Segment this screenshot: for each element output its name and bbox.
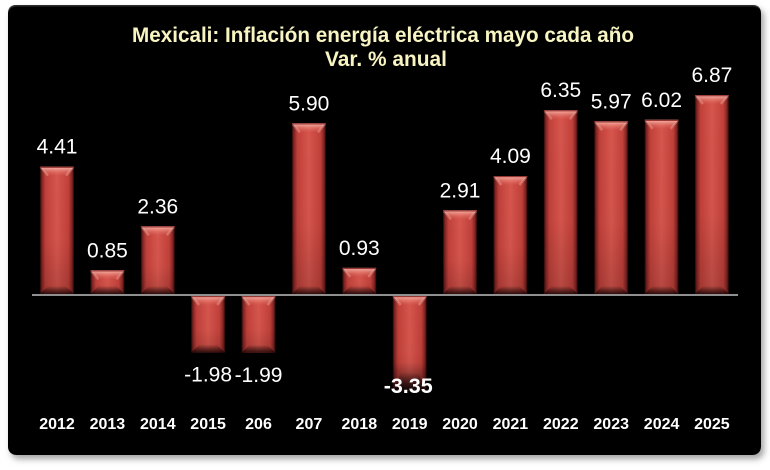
svg-text:2014: 2014 bbox=[140, 416, 176, 433]
svg-text:-3.35: -3.35 bbox=[384, 374, 433, 398]
svg-text:-1.98: -1.98 bbox=[184, 364, 232, 387]
svg-text:2024: 2024 bbox=[644, 416, 680, 433]
svg-text:2018: 2018 bbox=[342, 416, 378, 433]
svg-text:2.91: 2.91 bbox=[440, 179, 481, 202]
svg-text:5.90: 5.90 bbox=[288, 92, 329, 115]
svg-text:2020: 2020 bbox=[442, 416, 478, 433]
svg-text:2012: 2012 bbox=[39, 416, 75, 433]
svg-text:2013: 2013 bbox=[90, 416, 126, 433]
svg-text:2025: 2025 bbox=[694, 416, 730, 433]
svg-text:2019: 2019 bbox=[392, 416, 428, 433]
svg-text:0.93: 0.93 bbox=[339, 237, 380, 260]
svg-text:4.41: 4.41 bbox=[37, 136, 78, 159]
svg-text:0.85: 0.85 bbox=[87, 239, 128, 262]
svg-text:6.87: 6.87 bbox=[691, 64, 732, 87]
svg-text:207: 207 bbox=[296, 416, 323, 433]
svg-text:206: 206 bbox=[245, 416, 272, 433]
svg-text:2015: 2015 bbox=[190, 416, 226, 433]
svg-text:6.35: 6.35 bbox=[540, 79, 581, 102]
svg-text:2022: 2022 bbox=[543, 416, 579, 433]
svg-text:5.97: 5.97 bbox=[591, 90, 632, 113]
svg-text:Var. % anual: Var. % anual bbox=[325, 48, 447, 71]
svg-text:-1.99: -1.99 bbox=[235, 364, 283, 387]
svg-text:4.09: 4.09 bbox=[490, 145, 531, 168]
svg-text:Mexicali: Inflación energía el: Mexicali: Inflación energía eléctrica ma… bbox=[132, 24, 634, 47]
svg-text:2.36: 2.36 bbox=[137, 195, 178, 218]
svg-text:2023: 2023 bbox=[593, 416, 629, 433]
svg-text:2021: 2021 bbox=[493, 416, 529, 433]
svg-text:6.02: 6.02 bbox=[641, 89, 682, 112]
